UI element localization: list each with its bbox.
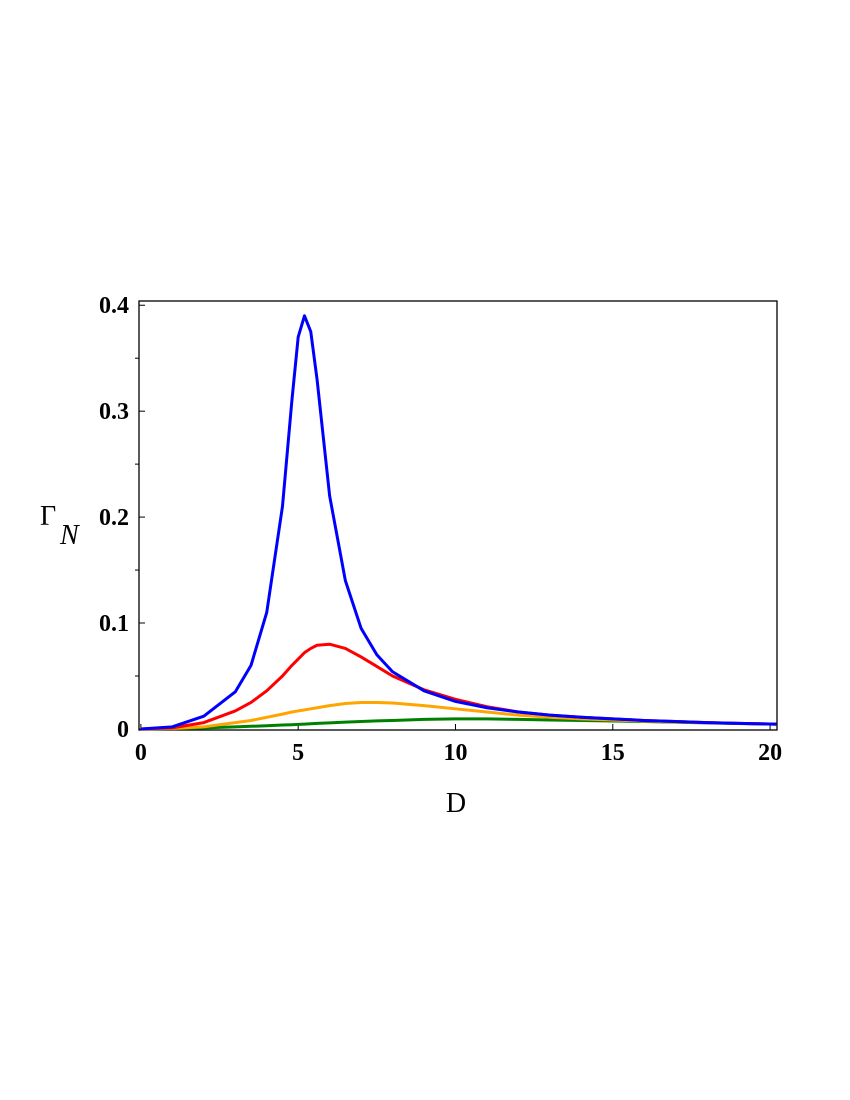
y-tick-label: 0.1 <box>99 611 129 637</box>
y-tick-label: 0 <box>117 717 129 743</box>
line-series <box>140 642 777 731</box>
line-series <box>140 700 777 731</box>
y-tick-label: 0.4 <box>99 293 129 319</box>
x-tick-label: 5 <box>292 740 304 766</box>
x-axis-label: D <box>446 788 466 819</box>
y-tick-label: 0.2 <box>99 505 129 531</box>
y-tick-label: 0.3 <box>99 399 129 425</box>
line-series <box>140 314 777 731</box>
plot-frame <box>138 300 778 731</box>
y-axis-label-subscript: N <box>59 520 80 551</box>
x-tick-label: 0 <box>135 740 147 766</box>
x-tick-label: 15 <box>601 740 625 766</box>
x-tick-label: 20 <box>758 740 782 766</box>
x-tick-label: 10 <box>443 740 467 766</box>
y-axis-label: Γ <box>40 501 56 532</box>
